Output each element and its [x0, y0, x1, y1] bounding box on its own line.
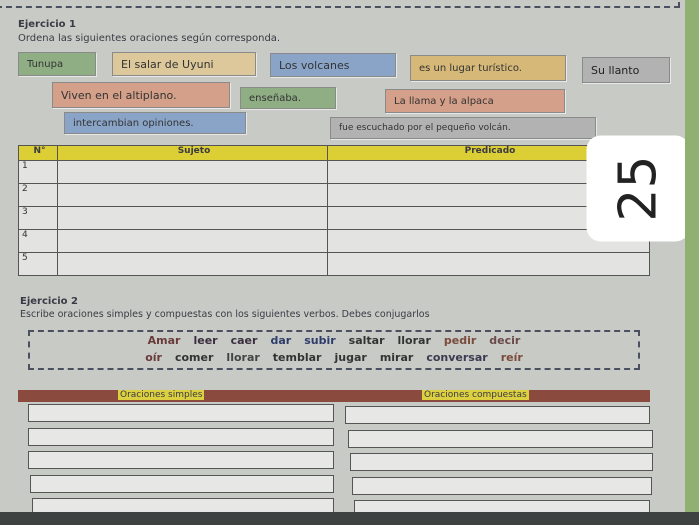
chip-intercambian[interactable]: intercambian opiniones.	[64, 112, 246, 134]
verb: comer	[174, 351, 214, 364]
simple-sentence-input[interactable]	[28, 428, 334, 446]
chip-ensenaba[interactable]: enseñaba.	[240, 87, 336, 109]
verb: mirar	[379, 351, 414, 364]
compound-sentence-input[interactable]	[348, 430, 653, 448]
compound-sentence-input[interactable]	[345, 406, 650, 424]
row-number: 4	[18, 229, 58, 253]
verb: saltar	[348, 334, 385, 347]
header-simple: Oraciones simples	[118, 390, 205, 400]
compound-sentence-input[interactable]	[350, 453, 653, 471]
verb: leer	[193, 334, 218, 347]
verbs-box: Amar leer caer dar subir saltar llorar p…	[28, 330, 640, 370]
row-number: 1	[18, 160, 58, 184]
chip-lugar-turistico[interactable]: es un lugar turístico.	[410, 55, 566, 81]
verb: llorar	[226, 351, 260, 364]
exercise2-instruction: Escribe oraciones simples y compuestas c…	[20, 309, 430, 320]
bottom-shadow	[0, 512, 699, 525]
verbs-row-1: Amar leer caer dar subir saltar llorar p…	[30, 332, 638, 349]
row-number: 2	[18, 183, 58, 207]
verb: llorar	[397, 334, 431, 347]
verb: caer	[230, 334, 258, 347]
header-subject: Sujeto	[57, 145, 328, 161]
sentences-table-header: Oraciones simples Oraciones compuestas	[18, 390, 650, 402]
subject-cell[interactable]	[57, 229, 328, 253]
page-number-badge: 25	[586, 135, 690, 242]
simple-sentence-input[interactable]	[28, 451, 334, 469]
subject-cell[interactable]	[57, 183, 328, 207]
right-edge-green	[685, 0, 699, 525]
table-row[interactable]: 5	[18, 252, 650, 276]
verb: dar	[270, 334, 292, 347]
verb: temblar	[272, 351, 322, 364]
chip-volcanes[interactable]: Los volcanes	[270, 53, 396, 77]
page-number: 25	[608, 155, 668, 222]
subject-cell[interactable]	[57, 160, 328, 184]
simple-sentence-input[interactable]	[28, 404, 334, 422]
verb: conversar	[426, 351, 488, 364]
verb: oír	[145, 351, 162, 364]
top-dashed-box	[0, 0, 680, 8]
chip-fue-escuchado[interactable]: fue escuchado por el pequeño volcán.	[330, 117, 596, 139]
exercise2-title: Ejercicio 2	[20, 296, 78, 307]
table-row[interactable]: 1	[18, 160, 650, 184]
verb: reír	[500, 351, 523, 364]
header-number: N°	[18, 145, 58, 161]
predicate-cell[interactable]	[327, 252, 650, 276]
simple-sentence-input[interactable]	[30, 475, 334, 493]
table-row[interactable]: 4	[18, 229, 650, 253]
verb: decir	[489, 334, 521, 347]
chip-su-llanto[interactable]: Su llanto	[582, 57, 670, 83]
chip-llama-alpaca[interactable]: La llama y la alpaca	[385, 89, 565, 113]
subject-cell[interactable]	[57, 252, 328, 276]
verb: subir	[304, 334, 336, 347]
exercise1-instruction: Ordena las siguientes oraciones según co…	[18, 33, 281, 44]
subject-cell[interactable]	[57, 206, 328, 230]
subject-predicate-table: N° Sujeto Predicado 1 2 3 4 5	[18, 145, 650, 276]
verb: jugar	[334, 351, 367, 364]
row-number: 5	[18, 252, 58, 276]
verb: Amar	[147, 334, 181, 347]
table-row[interactable]: 2	[18, 183, 650, 207]
chip-tunupa[interactable]: Tunupa	[18, 52, 96, 76]
chip-salar[interactable]: El salar de Uyuni	[112, 52, 256, 76]
verbs-row-2: oír comer llorar temblar jugar mirar con…	[30, 349, 638, 366]
header-compound: Oraciones compuestas	[422, 390, 529, 400]
chip-viven[interactable]: Viven en el altiplano.	[52, 82, 230, 108]
table-row[interactable]: 3	[18, 206, 650, 230]
compound-sentence-input[interactable]	[352, 477, 652, 495]
row-number: 3	[18, 206, 58, 230]
header-predicate: Predicado	[327, 145, 650, 161]
verb: pedir	[443, 334, 477, 347]
exercise1-title: Ejercicio 1	[18, 19, 76, 30]
